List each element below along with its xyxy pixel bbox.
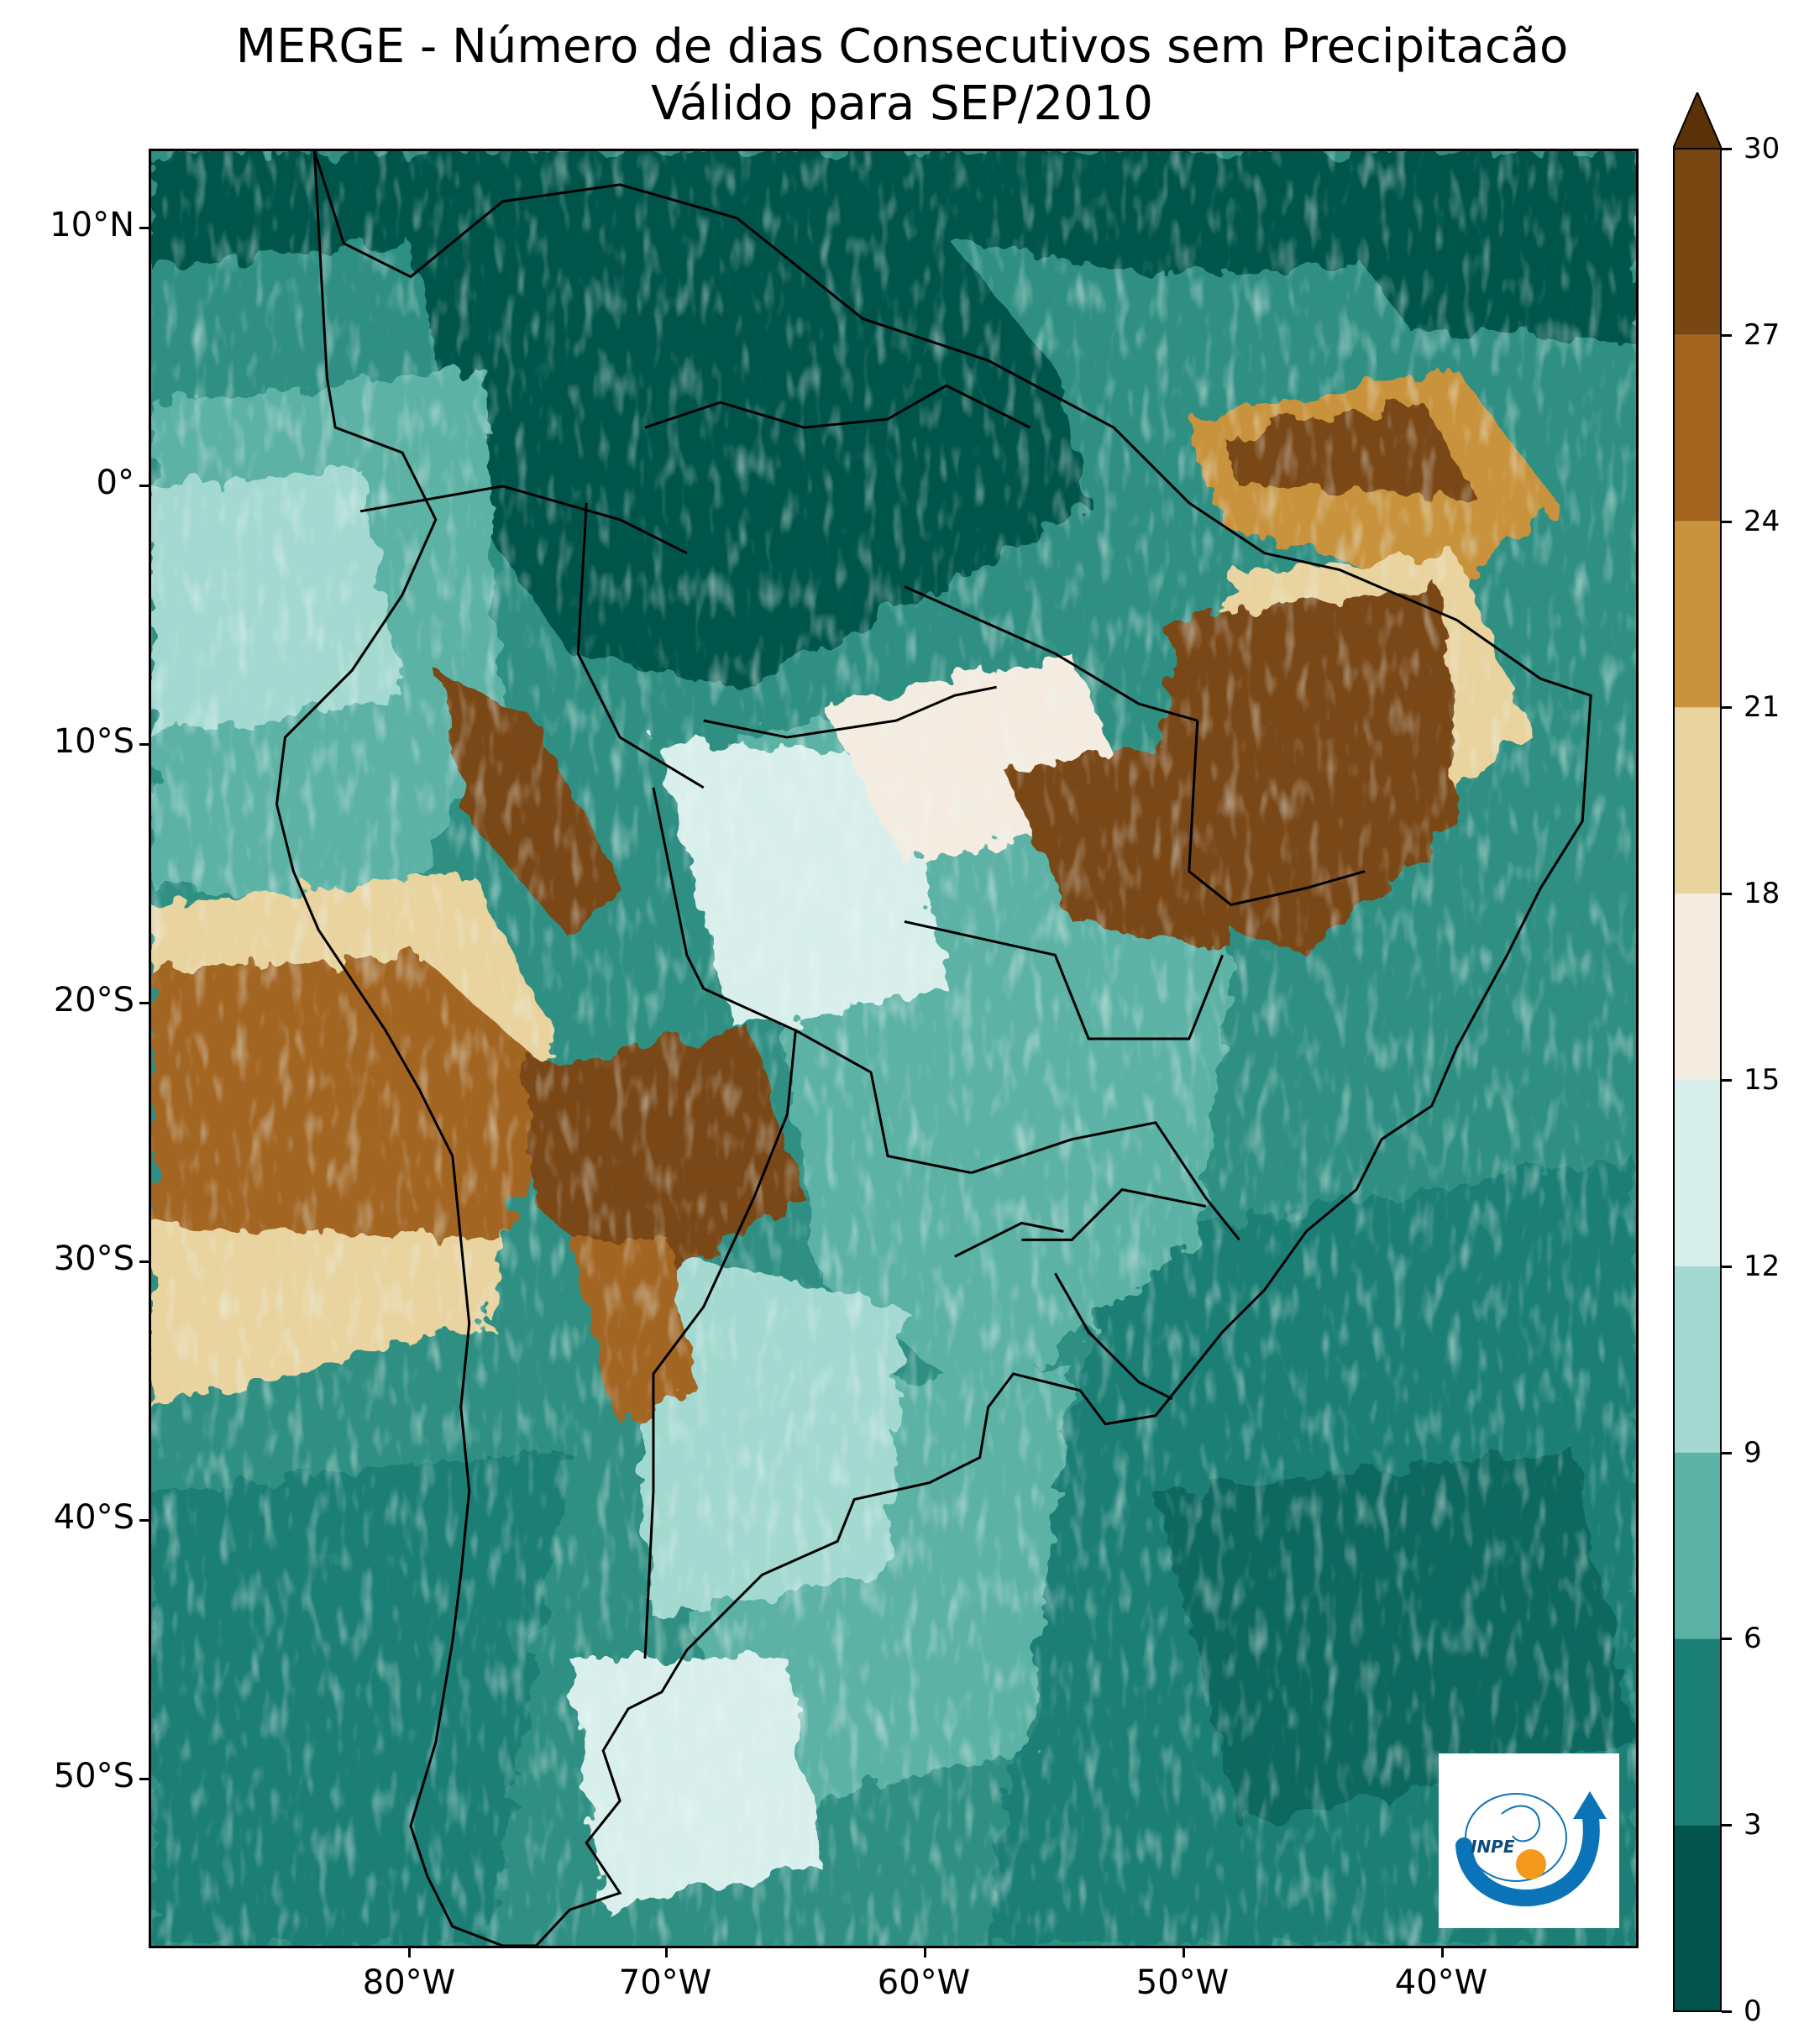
colorbar-tick-label: 24 [1744,504,1780,538]
colorbar-tick [1722,2010,1732,2013]
colorbar-tick-label: 18 [1744,877,1780,911]
inpe-logo-text: INPE [1471,1837,1515,1857]
colorbar-tick [1722,1638,1732,1641]
lon-label-80w: 80°W [362,1963,456,2002]
lon-tick [665,1948,668,1958]
lon-tick [1441,1948,1444,1958]
lon-label-50w: 50°W [1135,1963,1230,2002]
lon-label-40w: 40°W [1394,1963,1488,2002]
lat-label-10n: 10°N [50,206,134,244]
lat-tick [139,1002,149,1004]
lon-tick [1183,1948,1185,1958]
colorbar-segment [1674,1266,1721,1453]
colorbar-tick [1722,1265,1732,1268]
colorbar-tick-label: 27 [1744,317,1780,352]
colorbar-segment [1674,707,1721,894]
colorbar-tick-label: 21 [1744,690,1780,725]
colorbar-tick-label: 30 [1744,132,1780,165]
colorbar-tick-label: 12 [1744,1249,1780,1283]
colorbar-segment [1674,1452,1721,1639]
colorbar-tick-label: 0 [1744,1994,1762,2028]
lat-label-0: 0° [96,464,134,502]
lat-tick [139,1519,149,1522]
colorbar-tick [1722,333,1732,337]
lon-label-60w: 60°W [877,1963,971,2002]
lat-tick [139,227,149,229]
colorbar-tick [1722,893,1732,896]
lat-label-50s: 50°S [53,1757,134,1795]
colorbar-tick [1722,706,1732,710]
precipitation-map [151,151,1636,1946]
colorbar-tick [1722,148,1732,150]
colorbar-tick-label: 6 [1744,1622,1762,1656]
lon-tick [408,1948,411,1958]
country-borders [275,151,1592,1946]
lon-tick [924,1948,926,1958]
lat-tick [139,1260,149,1263]
colorbar-tick [1722,1079,1732,1082]
colorbar-tick-label: 3 [1744,1808,1762,1842]
inpe-logo-graphic: INPE [1455,1791,1607,1906]
colorbar-segment [1674,1825,1721,2011]
colorbar-extend-arrow [1673,92,1722,149]
lat-label-20s: 20°S [53,981,134,1019]
colorbar-segment [1674,894,1721,1080]
title-line-2: Válido para SEP/2010 [650,76,1154,131]
map-panel [149,149,1639,1948]
colorbar-tick [1722,1451,1732,1454]
lat-label-30s: 30°S [53,1240,134,1278]
colorbar-segment [1674,1638,1721,1826]
lon-label-70w: 70°W [618,1963,712,2002]
map-title: MERGE - Número de dias Consecutivos sem … [0,18,1804,133]
lat-tick [139,1778,149,1780]
colorbar-segment [1674,334,1721,521]
colorbar-tick-label: 9 [1744,1435,1762,1470]
lat-label-10s: 10°S [53,722,134,761]
inpe-logo: INPE [1439,1753,1619,1928]
title-line-1: MERGE - Número de dias Consecutivos sem … [235,19,1569,74]
colorbar-tick-label: 15 [1744,1063,1780,1097]
lat-label-40s: 40°S [53,1498,134,1537]
lat-tick [139,485,149,487]
colorbar [1673,92,1722,2012]
continent-outline [275,151,1592,1946]
colorbar-segment [1674,1080,1721,1266]
colorbar-segment [1674,149,1721,335]
lat-tick [139,743,149,746]
colorbar-tick [1722,1824,1732,1827]
colorbar-segment [1674,521,1721,708]
colorbar-tick [1722,520,1732,523]
